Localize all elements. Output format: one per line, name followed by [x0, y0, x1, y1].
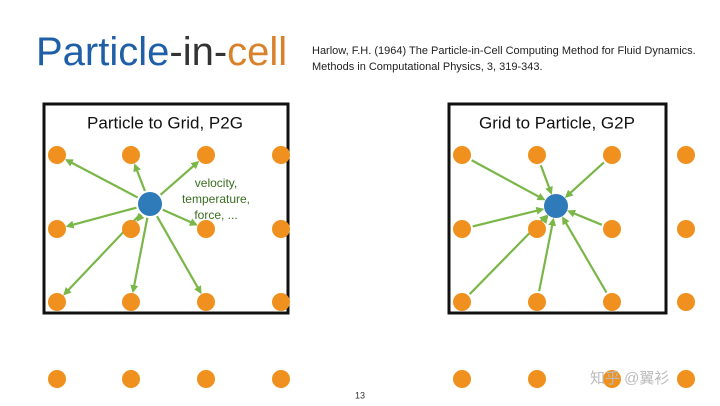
arrow: [562, 216, 608, 294]
particle: [138, 192, 162, 216]
grid-node: [603, 220, 621, 238]
title-part: Particle: [36, 30, 169, 74]
arrow: [65, 206, 137, 229]
arrow: [538, 217, 557, 292]
annotation: force, ...: [194, 208, 237, 222]
panel-box: [42, 102, 290, 315]
arrow: [567, 209, 603, 226]
grid-node: [272, 370, 290, 388]
arrow: [539, 164, 553, 195]
grid-node: [197, 220, 215, 238]
arrow: [162, 208, 198, 226]
grid-node: [528, 220, 546, 238]
grid-node: [528, 146, 546, 164]
page-number: 13: [355, 390, 365, 400]
citation: Methods in Computational Physics, 3, 319…: [312, 61, 543, 73]
arrow: [64, 159, 139, 199]
grid-node: [603, 370, 621, 388]
grid-node: [453, 220, 471, 238]
arrow: [159, 160, 200, 196]
panel-box: [447, 102, 668, 315]
citation: Harlow, F.H. (1964) The Particle-in-Cell…: [312, 45, 696, 57]
grid-node: [197, 293, 215, 311]
annotation: velocity,: [195, 176, 237, 190]
grid-node: [48, 220, 66, 238]
panel-title: Particle to Grid, P2G: [87, 113, 243, 132]
title-part: cell: [227, 30, 287, 74]
grid-node: [197, 370, 215, 388]
arrow: [130, 217, 149, 294]
grid-node: [122, 146, 140, 164]
arrow: [136, 213, 145, 222]
grid-node: [48, 146, 66, 164]
arrow: [564, 161, 605, 198]
grid-node: [272, 220, 290, 238]
grid-node: [48, 370, 66, 388]
grid-node: [272, 146, 290, 164]
grid-node: [122, 293, 140, 311]
watermark: 知乎 @翼衫: [590, 370, 669, 387]
arrow: [471, 159, 546, 201]
grid-node: [528, 293, 546, 311]
arrow: [472, 206, 545, 228]
grid-node: [528, 370, 546, 388]
grid-node: [603, 293, 621, 311]
grid-node: [453, 146, 471, 164]
grid-node: [48, 293, 66, 311]
grid-node: [453, 370, 471, 388]
grid-node: [197, 146, 215, 164]
grid-node: [453, 293, 471, 311]
title-part: -in-: [169, 30, 227, 74]
grid-node: [603, 146, 621, 164]
grid-node: [677, 293, 695, 311]
grid-node: [122, 220, 140, 238]
arrow: [155, 215, 202, 295]
arrow: [133, 163, 146, 192]
panel-title: Grid to Particle, G2P: [479, 113, 635, 132]
grid-node: [677, 220, 695, 238]
grid-node: [677, 370, 695, 388]
grid-node: [272, 293, 290, 311]
annotation: temperature,: [182, 192, 250, 206]
grid-node: [677, 146, 695, 164]
grid-node: [122, 370, 140, 388]
slide-title: Particle-in-cell: [36, 30, 287, 74]
particle: [544, 194, 568, 218]
